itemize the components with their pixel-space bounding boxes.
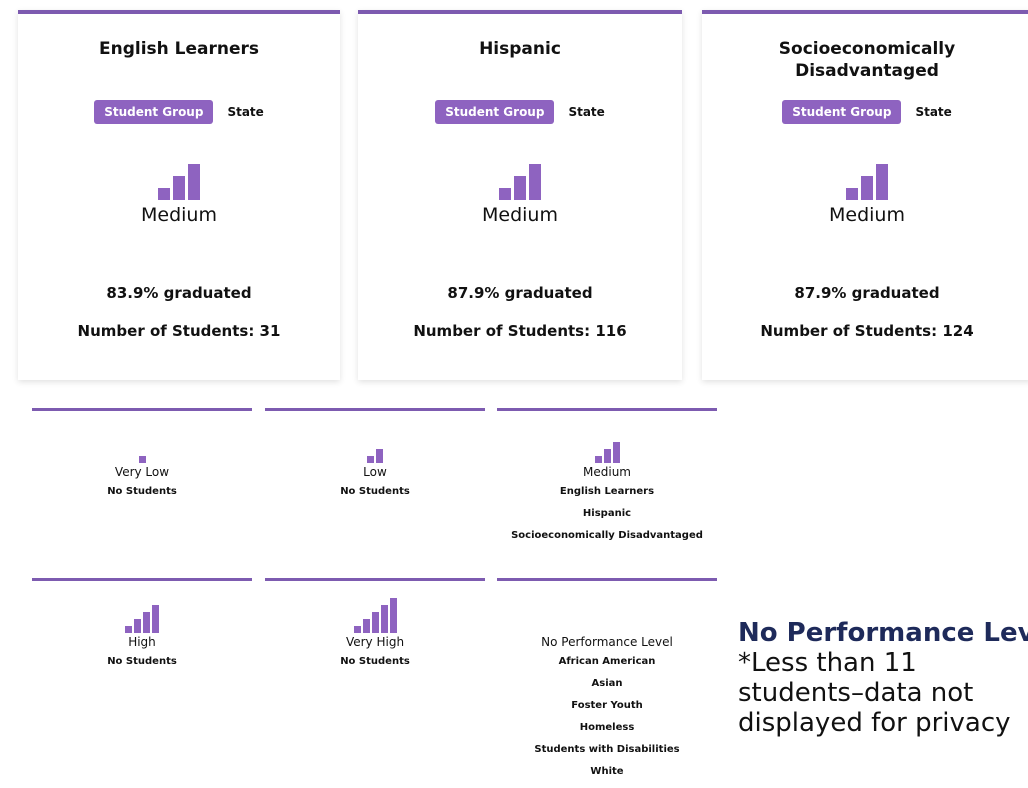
icon-bar xyxy=(514,176,526,200)
icon-bar xyxy=(376,449,383,463)
group-name: White xyxy=(590,766,624,777)
icon-bar xyxy=(594,456,602,463)
icon-bar xyxy=(152,605,159,633)
level-icon xyxy=(497,611,717,633)
level-cell: High No Students xyxy=(32,578,252,673)
group-card: English Learners Student Group State Medium… xyxy=(18,10,340,380)
level: Medium xyxy=(141,204,217,226)
toggle: Student Group State xyxy=(358,100,682,124)
level-icon xyxy=(265,598,485,633)
icon-bar xyxy=(367,456,374,463)
icon-bar xyxy=(158,188,170,200)
group-name: Students with Disabilities xyxy=(534,744,680,755)
group-name: Asian xyxy=(591,678,623,689)
group-name: No Students xyxy=(107,656,177,667)
level-icon xyxy=(32,605,252,633)
icon-bar xyxy=(499,188,511,200)
student-count: Number of Students: 31 xyxy=(77,322,281,340)
level-icon xyxy=(32,441,252,463)
group-name: African American xyxy=(558,656,656,667)
icon-bar xyxy=(876,164,888,200)
graduation-rate: 87.9% graduated xyxy=(447,284,593,302)
icon-bar xyxy=(612,442,620,463)
toggle: Student Group State xyxy=(18,100,340,124)
group-name: Foster Youth xyxy=(571,700,643,711)
group-name: No Students xyxy=(107,486,177,497)
level: Medium xyxy=(829,204,905,226)
card-title: English Learners xyxy=(98,39,260,59)
icon-bar xyxy=(173,176,185,200)
icon-bar xyxy=(125,626,132,633)
level-icon xyxy=(358,160,682,200)
icon-bar xyxy=(371,612,379,633)
group-name: Hispanic xyxy=(582,508,632,519)
level: Medium xyxy=(482,204,558,226)
group-name: Homeless xyxy=(579,722,635,733)
icon-bar xyxy=(143,612,150,633)
toggle: Student Group State xyxy=(702,100,1028,124)
level-cell: No Performance Level African American Asia… xyxy=(497,578,717,783)
student-group-button[interactable]: Student Group xyxy=(782,100,902,124)
level-label: Very High xyxy=(345,635,405,649)
icon-bar xyxy=(529,164,541,200)
level-icon xyxy=(702,160,1028,200)
level-cell: Very High No Students xyxy=(265,578,485,673)
state-button[interactable]: State xyxy=(915,105,952,119)
level-cell: Medium English Learners Hispanic Socioecono… xyxy=(497,408,717,547)
icon-bar xyxy=(846,188,858,200)
card-title: Socioeconomically Disadvantaged xyxy=(778,39,956,81)
graduation-rate: 87.9% graduated xyxy=(794,284,940,302)
student-group-button[interactable]: Student Group xyxy=(435,100,555,124)
icon-bar xyxy=(389,598,397,633)
level-label: Very Low xyxy=(114,465,170,479)
icon-bar xyxy=(188,164,200,200)
group-name: No Students xyxy=(340,656,410,667)
icon-bar xyxy=(138,456,146,463)
icon-bar xyxy=(861,176,873,200)
level-cell: Low No Students xyxy=(265,408,485,503)
group-name: English Learners xyxy=(559,486,655,497)
student-count: Number of Students: 116 xyxy=(413,322,627,340)
icon-bar xyxy=(603,449,611,463)
note-title: No Performance Level xyxy=(738,618,1028,648)
group-name: Socioeconomically Disadvantaged xyxy=(511,530,703,541)
state-button[interactable]: State xyxy=(568,105,605,119)
level-label: No Performance Level xyxy=(541,635,673,649)
level-icon xyxy=(497,441,717,463)
state-button[interactable]: State xyxy=(227,105,264,119)
card-title: Hispanic xyxy=(479,39,561,59)
icon-bar xyxy=(353,626,361,633)
graduation-rate: 83.9% graduated xyxy=(106,284,252,302)
group-card: Hispanic Student Group State Medium 87.9% gr… xyxy=(358,10,682,380)
icon-bar xyxy=(362,619,370,633)
level-label: Low xyxy=(363,465,387,479)
note-text: *Less than 11 students–data not displaye… xyxy=(738,648,1011,738)
level-label: High xyxy=(128,635,156,649)
group-card: Socioeconomically Disadvantaged Student G… xyxy=(702,10,1028,380)
group-name: No Students xyxy=(340,486,410,497)
icon-bar xyxy=(134,619,141,633)
level-icon xyxy=(18,160,340,200)
level-icon xyxy=(265,441,485,463)
note: No Performance Level *Less than 11 stude… xyxy=(738,618,1028,738)
student-count: Number of Students: 124 xyxy=(760,322,974,340)
student-group-button[interactable]: Student Group xyxy=(94,100,214,124)
level-label: Medium xyxy=(583,465,631,479)
level-cell: Very Low No Students xyxy=(32,408,252,503)
icon-bar xyxy=(380,605,388,633)
